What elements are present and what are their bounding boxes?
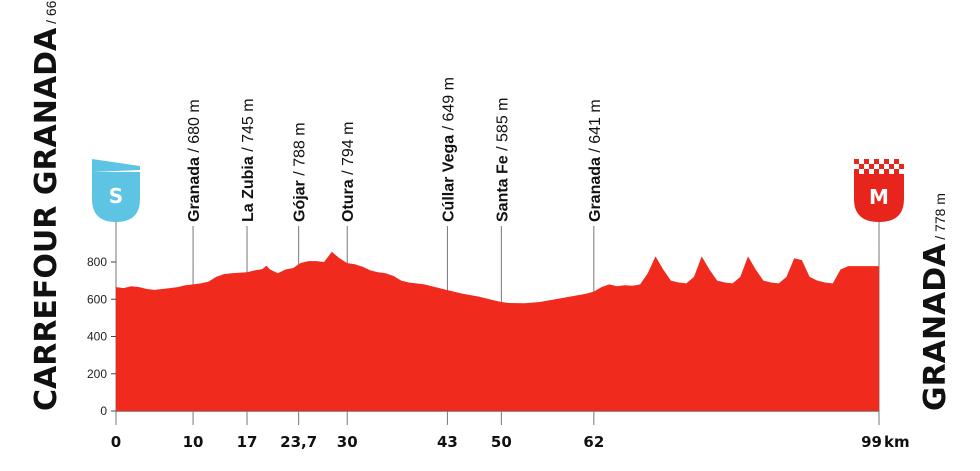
checker-square bbox=[854, 164, 859, 169]
waypoint-name: Cúllar Vega bbox=[440, 135, 457, 222]
elevation-profile-area bbox=[116, 251, 879, 411]
km-unit-label: km bbox=[884, 433, 910, 451]
checker-square bbox=[884, 164, 889, 169]
waypoint-name: Otura bbox=[340, 179, 357, 222]
checker-square bbox=[894, 164, 899, 169]
x-tick-label: 30 bbox=[337, 433, 358, 451]
finish-name: GRANADA bbox=[918, 243, 953, 411]
waypoint-label: Cúllar Vega / 649 m bbox=[440, 77, 457, 222]
checker-square bbox=[879, 164, 884, 169]
y-tick-label: 200 bbox=[87, 367, 107, 381]
checker-square bbox=[899, 164, 904, 169]
start-location-label: CARREFOUR GRANADA / 665 m bbox=[29, 0, 64, 411]
start-altitude: / 665 m bbox=[43, 0, 59, 28]
waypoint-label: La Zubia / 745 m bbox=[240, 98, 257, 222]
checker-square bbox=[869, 159, 874, 164]
checker-square bbox=[864, 169, 869, 174]
waypoint-label: Granada / 641 m bbox=[587, 99, 604, 222]
y-axis-ticks: 0 200 400 600 800 bbox=[87, 255, 116, 418]
waypoint-altitude: / 794 m bbox=[340, 122, 357, 180]
checker-square bbox=[889, 164, 894, 169]
checker-square bbox=[854, 169, 859, 174]
waypoint-label: Santa Fe / 585 m bbox=[494, 98, 511, 223]
checker-square bbox=[859, 159, 864, 164]
y-tick-label: 800 bbox=[87, 255, 107, 269]
finish-altitude: / 778 m bbox=[932, 193, 948, 244]
checker-square bbox=[894, 169, 899, 174]
x-tick-label: 23,7 bbox=[280, 433, 317, 451]
y-tick-label: 400 bbox=[87, 330, 107, 344]
checker-square bbox=[879, 159, 884, 164]
checker-square bbox=[854, 159, 859, 164]
finish-shield-icon bbox=[854, 174, 904, 222]
checker-square bbox=[889, 159, 894, 164]
waypoint-name: Santa Fe bbox=[494, 155, 511, 222]
checker-square bbox=[859, 169, 864, 174]
x-tick-label: 10 bbox=[183, 433, 204, 451]
waypoint-altitude: / 649 m bbox=[440, 77, 457, 135]
finish-location-label: GRANADA / 778 m bbox=[918, 193, 953, 411]
start-badge: S bbox=[92, 159, 140, 222]
waypoint-label: Granada / 680 m bbox=[186, 99, 203, 222]
waypoint-labels: Granada / 680 m La Zubia / 745 m Gójar / 7… bbox=[186, 77, 604, 222]
waypoint-altitude: / 641 m bbox=[587, 99, 604, 157]
checker-square bbox=[859, 164, 864, 169]
x-tick-label: 50 bbox=[491, 433, 512, 451]
checker-square bbox=[884, 159, 889, 164]
waypoint-name: Granada bbox=[587, 157, 604, 222]
checker-square bbox=[889, 169, 894, 174]
checker-square bbox=[879, 169, 884, 174]
waypoint-name: Gójar bbox=[292, 180, 309, 222]
checker-square bbox=[864, 164, 869, 169]
checker-square bbox=[869, 164, 874, 169]
y-tick-label: 600 bbox=[87, 292, 107, 306]
x-tick-label: 17 bbox=[237, 433, 258, 451]
waypoint-label: Gójar / 788 m bbox=[292, 122, 309, 222]
x-tick-label: 99 bbox=[861, 433, 882, 451]
checker-square bbox=[899, 169, 904, 174]
waypoint-altitude: / 680 m bbox=[186, 99, 203, 157]
checker-square bbox=[869, 169, 874, 174]
finish-badge-letter: M bbox=[869, 185, 889, 209]
waypoint-label: Otura / 794 m bbox=[340, 122, 357, 222]
start-badge-letter: S bbox=[109, 184, 123, 208]
y-tick-label: 0 bbox=[100, 404, 107, 418]
waypoint-name: Granada bbox=[186, 157, 203, 222]
waypoint-altitude: / 788 m bbox=[292, 122, 309, 180]
waypoint-name: La Zubia bbox=[240, 156, 257, 222]
start-shield-icon bbox=[92, 172, 140, 222]
checker-square bbox=[864, 159, 869, 164]
x-axis-ticks: 0 10 17 23,7 30 43 50 62 99 bbox=[111, 433, 882, 451]
checker-square bbox=[874, 159, 879, 164]
waypoint-altitude: / 745 m bbox=[240, 98, 257, 156]
start-flag-icon bbox=[92, 159, 140, 172]
waypoint-altitude: / 585 m bbox=[494, 98, 511, 156]
checker-square bbox=[894, 159, 899, 164]
checker-square bbox=[874, 169, 879, 174]
finish-badge: M bbox=[854, 159, 904, 222]
checker-square bbox=[874, 164, 879, 169]
start-name: CARREFOUR GRANADA bbox=[29, 27, 64, 411]
checker-square bbox=[899, 159, 904, 164]
x-tick-label: 62 bbox=[583, 433, 604, 451]
finish-checkered-flag-icon bbox=[854, 159, 904, 174]
x-tick-label: 0 bbox=[111, 433, 121, 451]
x-tick-label: 43 bbox=[437, 433, 458, 451]
checker-square bbox=[884, 169, 889, 174]
